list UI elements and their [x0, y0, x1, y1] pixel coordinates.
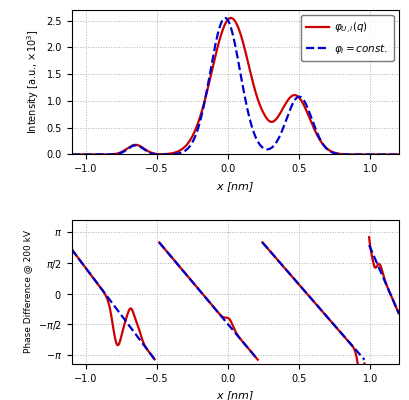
X-axis label: $x$ [nm]: $x$ [nm] [216, 180, 254, 194]
$\varphi_{U,i}(q)$ [393, 152, 398, 157]
$\varphi_i = const.$ [62, 152, 67, 157]
$\varphi_i = const.$ [393, 152, 398, 157]
Legend: $\varphi_{U,i}(q)$, $\varphi_i = const.$: $\varphi_{U,i}(q)$, $\varphi_i = const.$ [301, 15, 393, 61]
Y-axis label: Phase Difference @ 200 kV: Phase Difference @ 200 kV [23, 230, 32, 353]
$\varphi_{U,i}(q)$ [224, 19, 229, 24]
$\varphi_i = const.$ [403, 152, 408, 157]
$\varphi_{U,i}(q)$ [403, 152, 408, 157]
Line: $\varphi_i = const.$: $\varphi_i = const.$ [65, 18, 406, 154]
$\varphi_i = const.$ [224, 16, 229, 21]
$\varphi_i = const.$ [208, 67, 213, 72]
Y-axis label: Intensity [a.u., $\times 10^{3}$]: Intensity [a.u., $\times 10^{3}$] [25, 30, 41, 134]
$\varphi_i = const.$ [376, 152, 381, 157]
X-axis label: $x$ [nm]: $x$ [nm] [216, 389, 254, 400]
$\varphi_{U,i}(q)$ [62, 152, 67, 157]
$\varphi_{U,i}(q)$ [229, 16, 234, 20]
$\varphi_{U,i}(q)$ [208, 74, 213, 79]
$\varphi_{U,i}(q)$ [376, 152, 381, 157]
$\varphi_i = const.$ [310, 119, 315, 124]
$\varphi_{U,i}(q)$ [310, 123, 315, 128]
$\varphi_i = const.$ [205, 82, 210, 87]
$\varphi_{U,i}(q)$ [205, 86, 210, 90]
$\varphi_i = const.$ [223, 16, 228, 20]
Line: $\varphi_{U,i}(q)$: $\varphi_{U,i}(q)$ [65, 18, 406, 154]
